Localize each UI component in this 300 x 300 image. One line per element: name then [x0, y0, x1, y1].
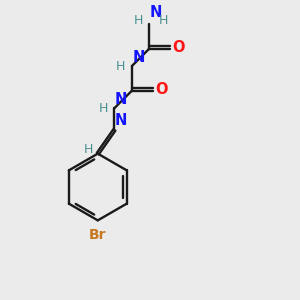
- Text: O: O: [155, 82, 168, 97]
- Text: Br: Br: [89, 229, 106, 242]
- Text: H: H: [116, 60, 125, 73]
- Text: H: H: [134, 14, 143, 27]
- Text: H: H: [159, 14, 169, 27]
- Text: H: H: [99, 102, 108, 115]
- Text: N: N: [132, 50, 145, 64]
- Text: N: N: [115, 92, 128, 107]
- Text: O: O: [172, 40, 185, 55]
- Text: H: H: [84, 143, 93, 156]
- Text: N: N: [150, 5, 162, 20]
- Text: N: N: [115, 112, 128, 128]
